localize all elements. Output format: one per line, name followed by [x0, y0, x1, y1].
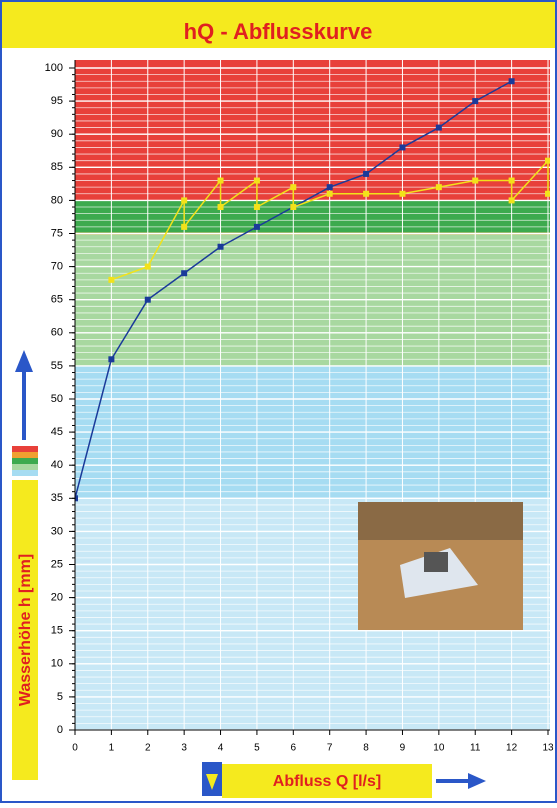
- x-tick-label: 5: [254, 743, 260, 754]
- data-point: [253, 177, 260, 184]
- y-tick-label: 40: [51, 459, 63, 471]
- y-tick-label: 30: [51, 525, 63, 537]
- data-point: [144, 296, 151, 303]
- legend-swatch: [12, 446, 38, 452]
- x-tick-label: 8: [363, 743, 369, 754]
- x-tick-label: 13: [542, 743, 554, 754]
- y-tick-label: 35: [51, 492, 63, 504]
- y-tick-label: 5: [57, 691, 63, 703]
- data-point: [326, 184, 333, 191]
- data-point: [253, 223, 260, 230]
- data-point: [508, 78, 515, 85]
- data-point: [144, 263, 151, 270]
- x-axis-label: Abfluss Q [l/s]: [273, 773, 381, 790]
- data-point: [545, 157, 550, 164]
- x-tick-label: 3: [181, 743, 187, 754]
- x-tick-label: 7: [327, 743, 333, 754]
- data-point: [472, 98, 479, 105]
- y-label-box: [12, 480, 38, 780]
- data-point: [399, 190, 406, 197]
- data-point: [217, 243, 224, 250]
- x-tick-label: 12: [506, 743, 518, 754]
- y-tick-label: 95: [51, 95, 63, 107]
- data-point: [363, 190, 370, 197]
- y-tick-label: 65: [51, 294, 63, 306]
- data-point: [399, 144, 406, 151]
- data-point: [472, 177, 479, 184]
- data-point: [217, 177, 224, 184]
- arrow-head: [15, 350, 33, 372]
- x-tick-label: 2: [145, 743, 151, 754]
- y-tick-label: 25: [51, 558, 63, 570]
- data-point: [290, 184, 297, 191]
- y-tick-label: 100: [45, 62, 63, 74]
- data-point: [181, 197, 188, 204]
- x-tick-label: 11: [470, 743, 481, 754]
- data-point: [508, 197, 515, 204]
- y-tick-label: 55: [51, 360, 63, 372]
- legend-swatch: [12, 470, 38, 476]
- y-tick-label: 45: [51, 426, 63, 438]
- data-point: [181, 270, 188, 277]
- photo-device: [424, 552, 448, 572]
- arrow-head: [468, 773, 486, 789]
- x-tick-label: 4: [218, 743, 224, 754]
- y-tick-label: 0: [57, 724, 63, 736]
- data-point: [108, 356, 115, 363]
- data-point: [508, 177, 515, 184]
- y-tick-label: 70: [51, 261, 63, 273]
- y-tick-label: 80: [51, 194, 63, 206]
- data-point: [435, 124, 442, 131]
- data-point: [181, 223, 188, 230]
- y-tick-label: 60: [51, 327, 63, 339]
- y-tick-label: 85: [51, 161, 63, 173]
- data-point: [363, 170, 370, 177]
- data-point: [217, 204, 224, 211]
- photo-plate: [400, 548, 478, 598]
- data-point: [108, 276, 115, 283]
- x-tick-label: 6: [291, 743, 297, 754]
- y-tick-label: 75: [51, 227, 63, 239]
- chart-title: hQ - Abflusskurve: [184, 19, 373, 44]
- y-tick-label: 20: [51, 592, 63, 604]
- data-point: [290, 204, 297, 211]
- x-tick-label: 1: [109, 743, 115, 754]
- plot-area: [75, 60, 550, 731]
- y-tick-label: 10: [51, 658, 63, 670]
- y-tick-label: 50: [51, 393, 63, 405]
- data-point: [435, 184, 442, 191]
- x-tick-label: 9: [400, 743, 406, 754]
- zone: [75, 200, 550, 234]
- data-point: [326, 190, 333, 197]
- legend-swatch: [12, 464, 38, 470]
- data-point: [545, 190, 550, 197]
- x-label-box: [222, 764, 432, 798]
- y-axis-label: Wasserhöhe h [mm]: [17, 554, 34, 706]
- x-tick-label: 10: [433, 743, 445, 754]
- arrow-head: [206, 774, 218, 790]
- x-tick-label: 0: [72, 743, 78, 754]
- y-tick-label: 90: [51, 128, 63, 140]
- legend-swatch: [12, 452, 38, 458]
- data-point: [253, 204, 260, 211]
- y-tick-label: 15: [51, 625, 63, 637]
- data-point: [75, 495, 78, 502]
- legend-swatch: [12, 458, 38, 464]
- title-bar: [2, 2, 555, 48]
